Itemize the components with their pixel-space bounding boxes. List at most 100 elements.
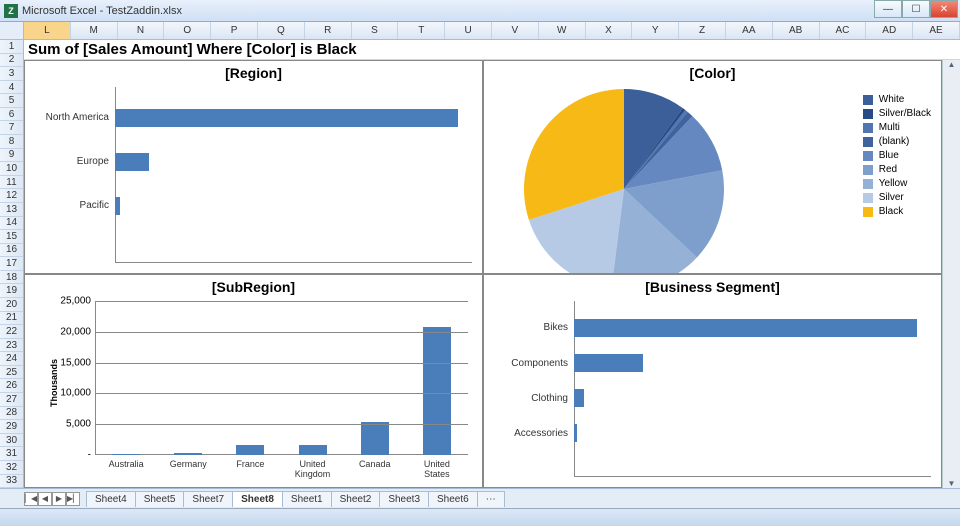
new-sheet-button[interactable]: ⋯ <box>477 491 505 507</box>
legend-item: Multi <box>863 122 931 133</box>
row-header[interactable]: 17 <box>0 257 23 271</box>
row-header[interactable]: 27 <box>0 393 23 407</box>
sheet-tab[interactable]: Sheet6 <box>428 491 478 507</box>
legend-swatch <box>863 179 873 189</box>
row-header[interactable]: 4 <box>0 81 23 95</box>
region-chart[interactable]: [Region] North AmericaEuropePacific <box>24 60 483 274</box>
chart-title: [Business Segment] <box>484 275 941 297</box>
row-header[interactable]: 19 <box>0 284 23 298</box>
vertical-scrollbar[interactable] <box>942 60 960 488</box>
row-header[interactable]: 31 <box>0 447 23 461</box>
row-header[interactable]: 33 <box>0 475 23 489</box>
segment-chart[interactable]: [Business Segment] BikesComponentsClothi… <box>483 274 942 488</box>
bar-label: Clothing <box>488 393 574 404</box>
x-tick: Australia <box>101 459 151 479</box>
row-header[interactable]: 21 <box>0 312 23 326</box>
x-tick: United States <box>412 459 462 479</box>
row-header[interactable]: 12 <box>0 189 23 203</box>
excel-window: Z Microsoft Excel - TestZaddin.xlsx — ☐ … <box>0 0 960 526</box>
bar <box>423 327 451 455</box>
row-header[interactable]: 25 <box>0 366 23 380</box>
bar <box>574 319 917 337</box>
legend-label: Blue <box>879 150 899 161</box>
legend-label: Black <box>879 206 903 217</box>
column-header[interactable]: T <box>398 22 445 39</box>
column-header[interactable]: Z <box>679 22 726 39</box>
column-header[interactable]: V <box>492 22 539 39</box>
legend-label: (blank) <box>879 136 910 147</box>
row-header[interactable]: 10 <box>0 162 23 176</box>
maximize-button[interactable]: ☐ <box>902 0 930 18</box>
row-headers: 1234567891011121314151617181920212223242… <box>0 40 24 488</box>
row-header[interactable]: 30 <box>0 434 23 448</box>
sheet-tab[interactable]: Sheet5 <box>135 491 185 507</box>
column-header[interactable]: M <box>71 22 118 39</box>
column-header[interactable]: AE <box>913 22 960 39</box>
row-header[interactable]: 3 <box>0 67 23 81</box>
legend-item: Silver/Black <box>863 108 931 119</box>
row-header[interactable]: 32 <box>0 461 23 475</box>
column-header[interactable]: N <box>118 22 165 39</box>
select-all-box[interactable] <box>0 22 24 39</box>
row-header[interactable]: 8 <box>0 135 23 149</box>
column-header[interactable]: R <box>305 22 352 39</box>
y-tick: 25,000 <box>55 296 95 307</box>
segment-bars: BikesComponentsClothingAccessories <box>574 301 931 477</box>
row-header[interactable]: 15 <box>0 230 23 244</box>
charts-area: [Region] North AmericaEuropePacific [Col… <box>24 60 942 488</box>
y-tick: 10,000 <box>55 388 95 399</box>
row-header[interactable]: 2 <box>0 54 23 68</box>
sheet-tab[interactable]: Sheet4 <box>86 491 136 507</box>
column-header[interactable]: W <box>539 22 586 39</box>
column-header[interactable]: X <box>586 22 633 39</box>
sheet-tab[interactable]: Sheet8 <box>232 491 283 507</box>
row-header[interactable]: 24 <box>0 352 23 366</box>
row-header[interactable]: 5 <box>0 94 23 108</box>
column-header[interactable]: U <box>445 22 492 39</box>
chart-title: [SubRegion] <box>25 275 482 297</box>
column-header[interactable]: S <box>352 22 399 39</box>
tab-nav[interactable]: ▏◀ ◀ ▶ ▶▏ <box>24 492 80 506</box>
row-header[interactable]: 1 <box>0 40 23 54</box>
tab-last-icon[interactable]: ▶▏ <box>66 492 80 506</box>
column-header[interactable]: Y <box>632 22 679 39</box>
formula-cell[interactable]: Sum of [Sales Amount] Where [Color] is B… <box>24 40 960 60</box>
grid[interactable]: Sum of [Sales Amount] Where [Color] is B… <box>24 40 960 488</box>
row-header[interactable]: 26 <box>0 379 23 393</box>
row-header[interactable]: 20 <box>0 298 23 312</box>
x-tick: France <box>225 459 275 479</box>
row-header[interactable]: 14 <box>0 217 23 231</box>
row-header[interactable]: 7 <box>0 121 23 135</box>
sheet-tab[interactable]: Sheet7 <box>183 491 233 507</box>
tab-next-icon[interactable]: ▶ <box>52 492 66 506</box>
row-header[interactable]: 16 <box>0 244 23 258</box>
row-header[interactable]: 29 <box>0 420 23 434</box>
column-header[interactable]: AC <box>820 22 867 39</box>
row-header[interactable]: 6 <box>0 108 23 122</box>
column-header[interactable]: Q <box>258 22 305 39</box>
column-header[interactable]: L <box>24 22 71 39</box>
color-chart[interactable]: [Color] WhiteSilver/BlackMulti(blank)Blu… <box>483 60 942 274</box>
column-header[interactable]: AD <box>866 22 913 39</box>
column-header[interactable]: P <box>211 22 258 39</box>
y-tick: - <box>55 450 95 461</box>
row-header[interactable]: 13 <box>0 203 23 217</box>
row-header[interactable]: 9 <box>0 149 23 163</box>
subregion-chart[interactable]: [SubRegion] Thousands AustraliaGermanyFr… <box>24 274 483 488</box>
tab-prev-icon[interactable]: ◀ <box>38 492 52 506</box>
row-header[interactable]: 18 <box>0 271 23 285</box>
close-button[interactable]: ✕ <box>930 0 958 18</box>
minimize-button[interactable]: — <box>874 0 902 18</box>
row-header[interactable]: 23 <box>0 339 23 353</box>
sheet-tab[interactable]: Sheet2 <box>331 491 381 507</box>
bar-label: Bikes <box>488 322 574 333</box>
row-header[interactable]: 28 <box>0 407 23 421</box>
column-header[interactable]: AA <box>726 22 773 39</box>
row-header[interactable]: 11 <box>0 176 23 190</box>
column-header[interactable]: O <box>164 22 211 39</box>
sheet-tab[interactable]: Sheet3 <box>379 491 429 507</box>
tab-first-icon[interactable]: ▏◀ <box>24 492 38 506</box>
column-header[interactable]: AB <box>773 22 820 39</box>
sheet-tab[interactable]: Sheet1 <box>282 491 332 507</box>
row-header[interactable]: 22 <box>0 325 23 339</box>
